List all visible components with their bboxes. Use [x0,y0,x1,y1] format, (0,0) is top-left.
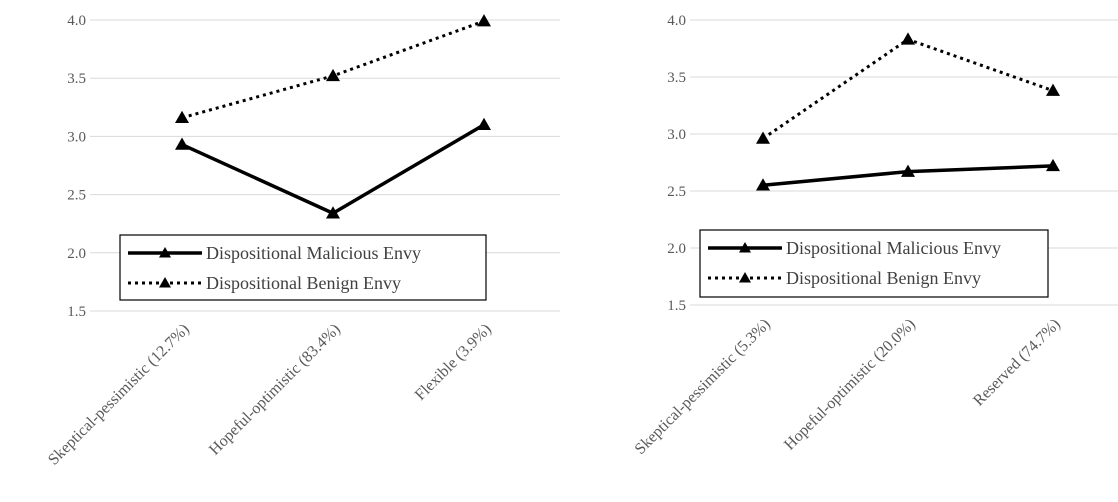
legend: Dispositional Malicious Envy Dispositiona… [119,234,487,301]
data-point-marker [175,137,189,150]
x-category-label: Hopeful-optimistic (83.4%) [206,321,344,459]
y-tick-label: 2.5 [667,184,686,200]
series-line-malicious [180,123,486,215]
data-point-marker [477,14,491,27]
legend-swatch-marker [159,277,171,288]
legend-label: Dispositional Malicious Envy [206,243,421,263]
x-category-label: Flexible (3.9%) [412,321,495,404]
data-point-marker [756,131,770,144]
y-tick-label: 4.0 [67,13,86,29]
y-tick-label: 2.0 [667,241,686,257]
legend: Dispositional Malicious Envy Dispositiona… [699,229,1049,298]
legend-box [699,229,1049,298]
y-tick-label: 2.0 [67,246,86,262]
data-point-marker [1046,158,1060,172]
legend-box [119,234,487,301]
y-tick-label: 2.5 [67,188,86,204]
y-tick-label: 3.5 [67,71,86,87]
y-tick-label: 3.5 [667,70,686,86]
series-line-benign [762,37,1054,140]
data-point-marker [901,32,915,45]
data-point-marker [326,68,340,82]
y-tick-label: 3.0 [67,129,86,145]
y-tick-label: 4.0 [667,13,686,29]
legend-swatch-marker [159,247,171,258]
data-point-marker [175,110,189,124]
legend-label: Dispositional Benign Envy [206,273,401,293]
y-tick-label: 3.0 [667,127,686,143]
legend-label: Dispositional Benign Envy [786,268,981,288]
chart-panel-1: 1.5 2.0 2.5 3.0 3.5 4.0 Skeptical-pessimistic … [45,13,560,469]
data-point-marker [901,164,915,177]
chart-panel-2: 1.5 2.0 2.5 3.0 3.5 4.0 Skeptical-pessimistic … [632,13,1118,458]
x-category-label: Skeptical-pessimistic (12.7%) [45,321,193,469]
data-point-marker [326,206,340,219]
data-point-marker [756,178,770,191]
y-tick-label: 1.5 [667,298,686,314]
x-category-label: Skeptical-pessimistic (5.3%) [632,316,774,458]
data-point-marker [477,117,491,131]
y-tick-label: 1.5 [67,304,86,320]
x-category-label: Reserved (74.7%) [970,316,1064,410]
x-category-label: Hopeful-optimistic (20.0%) [781,316,919,454]
data-point-marker [1046,83,1060,96]
legend-label: Dispositional Malicious Envy [786,238,1001,258]
legend-swatch-marker [739,242,751,253]
legend-swatch-marker [739,272,751,283]
